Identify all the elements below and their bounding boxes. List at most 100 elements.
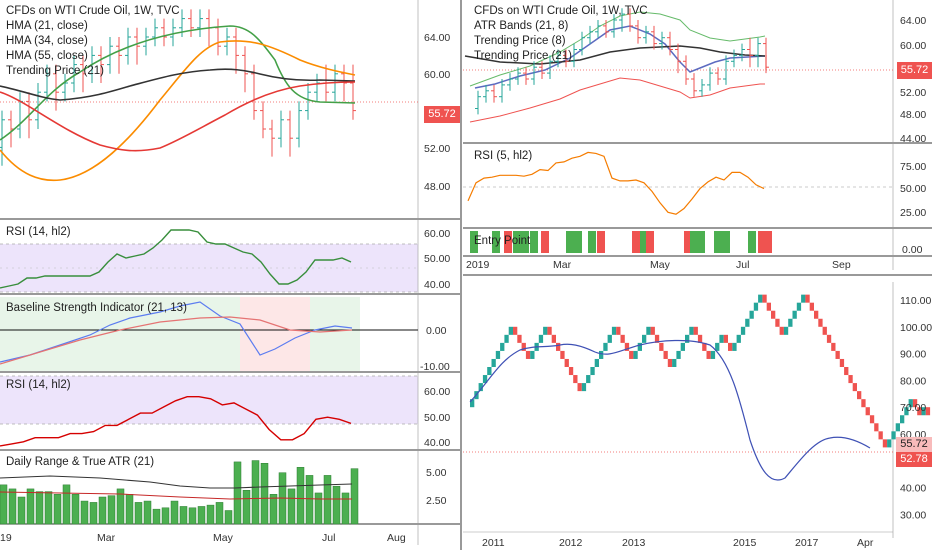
renko-brick-down: [659, 342, 664, 351]
renko-brick-down: [831, 342, 836, 351]
entry-bar-up: [470, 231, 478, 253]
tr-price-tick: 52.00: [900, 87, 926, 99]
renko-brick-down: [848, 375, 853, 384]
atr-bar: [26, 488, 35, 525]
renko-brick-up: [487, 367, 492, 376]
tr-rsi-tick: 25.00: [900, 207, 926, 219]
renko-brick-down: [766, 302, 771, 311]
entry-bar-up: [513, 231, 521, 253]
tp8-line: [474, 25, 766, 89]
renko-brick-up: [895, 423, 900, 432]
renko-brick-up: [646, 326, 651, 335]
renko-brick-up: [508, 326, 513, 335]
renko-brick-up: [740, 326, 746, 335]
hma55-line: [0, 68, 356, 101]
renko-brick-down: [835, 350, 840, 359]
atr-bar: [314, 492, 323, 525]
renko-brick-up: [900, 415, 905, 424]
renko-brick-down: [814, 310, 819, 319]
renko-brick-down: [775, 318, 780, 327]
hma34-line: [0, 40, 356, 182]
bsi-red-line: [0, 316, 353, 365]
atr-bar: [161, 507, 170, 525]
tr-entry-bars: [470, 231, 772, 253]
renko-brick-down: [723, 334, 728, 343]
renko-brick-down: [857, 391, 862, 400]
atr-bar: [125, 494, 134, 525]
renko-brick-up: [607, 334, 612, 343]
tr-price-tick: 60.00: [900, 40, 926, 52]
left-rsi1-tick: 40.00: [424, 279, 450, 291]
atr-bar: [107, 495, 116, 525]
renko-brick-up: [538, 334, 544, 343]
left-x-tick: Mar: [97, 532, 116, 544]
entry-bar-up: [566, 231, 574, 253]
atr-bar: [8, 488, 17, 525]
renko-brick-down: [839, 358, 845, 367]
atr-bar: [269, 494, 278, 525]
left-rsi1-label: RSI (14, hl2): [6, 226, 71, 238]
entry-bar-up: [588, 231, 596, 253]
atr-upper-band: [469, 11, 766, 87]
renko-brick-up: [581, 383, 587, 392]
entry-bar-down: [504, 231, 512, 253]
renko-brick-up: [491, 358, 496, 367]
renko-brick-down: [577, 383, 582, 392]
entry-bar-down: [632, 231, 640, 253]
br-price-tick: 70.00: [900, 402, 926, 414]
tp21-line: [464, 45, 766, 65]
trending21-line: [0, 81, 356, 152]
left-bsi-lines: [0, 301, 353, 365]
left-bsi-red-bg: [240, 297, 310, 371]
atr-bar: [197, 506, 206, 525]
renko-brick-down: [560, 350, 565, 359]
br-price-tick: 30.00: [900, 509, 926, 521]
renko-brick-down: [517, 334, 522, 343]
renko-brick-down: [624, 342, 630, 351]
entry-bar-down: [597, 231, 605, 253]
renko-brick-up: [543, 326, 548, 335]
entry-bar-down: [758, 231, 766, 253]
renko-brick-down: [925, 407, 931, 416]
entry-bar-up: [690, 231, 698, 253]
renko-brick-up: [633, 350, 638, 359]
left-bsi-green-bg: [0, 297, 240, 371]
br-price-tick: 80.00: [900, 375, 926, 387]
atr-bar: [71, 494, 80, 525]
renko-brick-up: [745, 318, 750, 327]
renko-brick-down: [573, 375, 578, 384]
renko-brick-down: [818, 318, 823, 327]
renko-brick-down: [556, 342, 561, 351]
atr-bar: [305, 475, 314, 525]
renko-brick-up: [470, 399, 475, 408]
left-overlays: [0, 25, 356, 182]
atr-bar: [80, 500, 89, 525]
left-legend-hma55: HMA (55, close): [6, 50, 88, 62]
top-right-panel: [463, 0, 932, 276]
left-rsi1-tick: 60.00: [424, 228, 450, 240]
left-rsi2-label: RSI (14, hl2): [6, 379, 71, 391]
renko-brick-up: [783, 326, 789, 335]
entry-bar-up: [714, 231, 722, 253]
left-x-tick: 19: [0, 532, 12, 544]
renko-brick-down: [805, 294, 810, 303]
renko-ma-line: [469, 339, 871, 481]
atr-bar: [35, 491, 44, 525]
renko-brick-down: [822, 326, 827, 335]
renko-brick-up: [887, 439, 892, 448]
renko-brick-up: [594, 358, 599, 367]
atr-bar: [188, 507, 197, 525]
br-price-tick: 100.00: [900, 322, 932, 334]
atr-bar: [98, 496, 107, 525]
rsi2-line: [0, 396, 352, 447]
atr-bar: [89, 502, 98, 525]
renko-bricks: [470, 294, 931, 448]
left-rsi1-line: [0, 229, 352, 289]
text-labels: 64.0060.0056.0052.0048.0060.0050.0040.00…: [0, 15, 932, 549]
renko-brick-down: [654, 334, 660, 343]
renko-brick-down: [513, 326, 518, 335]
left-rsi2-tick: 60.00: [424, 386, 450, 398]
left-legend-hma34: HMA (34, close): [6, 35, 88, 47]
left-bsi-green-bg2: [310, 297, 360, 371]
